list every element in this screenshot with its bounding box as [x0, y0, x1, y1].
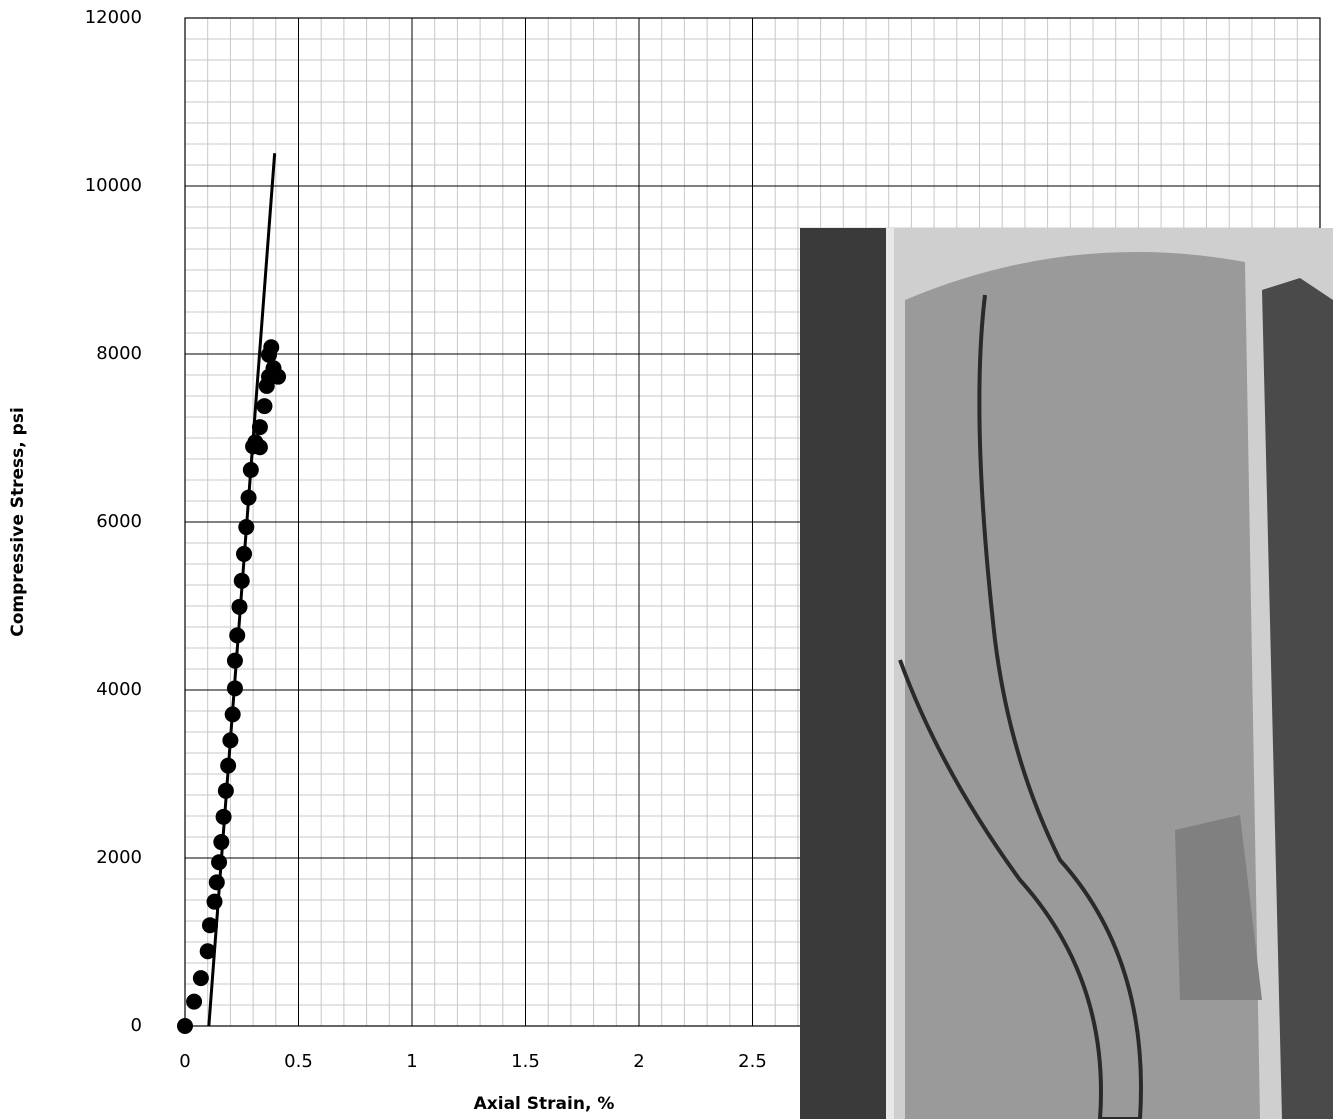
data-point [256, 398, 273, 415]
data-point [270, 368, 287, 385]
marks [177, 153, 287, 1034]
y-axis-title: Compressive Stress, psi [8, 407, 28, 637]
photo-ruler-edge [886, 228, 894, 1119]
x-tick-label: 1 [406, 1051, 417, 1072]
photo-core-side [1262, 278, 1333, 1119]
data-point [251, 419, 268, 436]
y-tick-label: 6000 [96, 511, 142, 532]
x-tick-label: 0 [179, 1051, 190, 1072]
y-tick-label: 10000 [85, 175, 142, 196]
photo-shadow [1175, 815, 1262, 1000]
x-tick-label: 1.5 [511, 1051, 540, 1072]
x-tick-label: 2 [633, 1051, 644, 1072]
y-tick-label: 4000 [96, 679, 142, 700]
y-tick-label: 2000 [96, 847, 142, 868]
y-tick-label: 12000 [85, 7, 142, 28]
y-tick-label: 8000 [96, 343, 142, 364]
photo-fracture [898, 294, 1143, 1119]
data-point [208, 874, 225, 891]
data-point [201, 917, 218, 934]
y-tick-label: 0 [131, 1015, 142, 1036]
data-point [251, 439, 268, 456]
photo-ruler [800, 228, 892, 1119]
data-point [177, 1018, 193, 1034]
data-point [186, 993, 203, 1010]
x-tick-label: 0.5 [284, 1051, 313, 1072]
data-point [211, 854, 228, 871]
fit-line [207, 153, 277, 1027]
x-axis-title: Axial Strain, % [474, 1094, 615, 1114]
photo-core [905, 251, 1260, 1119]
data-point [199, 943, 216, 960]
x-tick-label: 2.5 [738, 1051, 767, 1072]
data-point [263, 339, 280, 356]
specimen-photo [800, 228, 1333, 1119]
data-point [192, 970, 209, 987]
